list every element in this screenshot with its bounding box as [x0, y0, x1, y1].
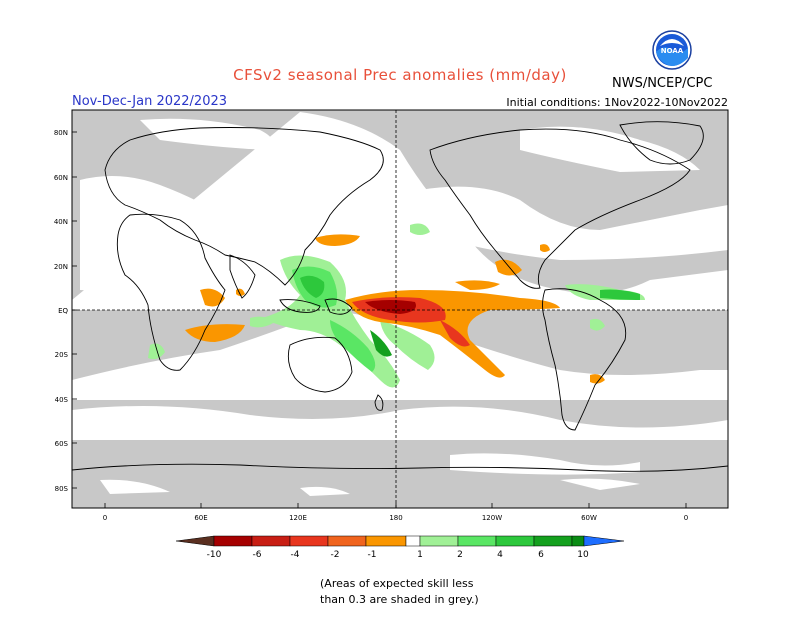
colorbar-box: [571, 535, 585, 547]
skillful-areas: [72, 112, 728, 496]
noaa-logo-icon: NOAA: [652, 30, 692, 70]
lon-label: 0: [684, 514, 688, 522]
lat-label: 80S: [55, 485, 69, 493]
colorbar-box: [533, 535, 573, 547]
map-frame: [71, 109, 729, 509]
lat-label: 20S: [55, 351, 69, 359]
logo-text: NOAA: [661, 47, 684, 55]
lat-label: EQ: [58, 307, 68, 315]
latitude-labels: 80N 60N 40N 20N EQ 20S 40S 60S 80S: [54, 129, 77, 493]
colorbar-box: [327, 535, 367, 547]
colorbar-box: [419, 535, 459, 547]
lon-label: 120W: [482, 514, 502, 522]
colorbar-box: [213, 535, 253, 547]
longitude-labels: 0 60E 120E 180 120W 60W 0: [103, 503, 688, 522]
lon-label: 60W: [581, 514, 597, 522]
colorbar-label: -1: [368, 550, 377, 560]
forecast-period: Nov-Dec-Jan 2022/2023: [72, 94, 228, 109]
lon-label: 0: [103, 514, 107, 522]
skill-note-line-2: than 0.3 are shaded in grey.): [320, 593, 479, 606]
lat-label: 40N: [54, 218, 68, 226]
colorbar-label: 2: [457, 550, 463, 560]
lat-label: 40S: [55, 396, 69, 404]
lon-label: 120E: [289, 514, 307, 522]
colorbar-box: [405, 535, 421, 547]
colorbar-label: 6: [538, 550, 544, 560]
colorbar-label: 10: [577, 550, 589, 560]
colorbar-arrow-right: [583, 535, 625, 547]
colorbar-box: [289, 535, 329, 547]
lon-label: 180: [389, 514, 402, 522]
colorbar-arrow-left: [175, 535, 215, 547]
initial-conditions: Initial conditions: 1Nov2022-10Nov2022: [506, 96, 728, 109]
wet-anomalies: [148, 223, 645, 388]
colorbar-label: 1: [417, 550, 423, 560]
colorbar-label: -6: [253, 550, 262, 560]
lat-label: 60N: [54, 174, 68, 182]
lat-label: 80N: [54, 129, 68, 137]
skill-note-line-1: (Areas of expected skill less: [320, 577, 474, 590]
colorbar: -10 -6 -4 -2 -1 1 2 4 6 10: [175, 535, 625, 560]
agency-label: NWS/NCEP/CPC: [612, 76, 713, 91]
colorbar-label: -4: [291, 550, 300, 560]
lon-label: 60E: [194, 514, 207, 522]
skill-note: (Areas of expected skill less than 0.3 a…: [320, 576, 560, 608]
colorbar-box: [365, 535, 407, 547]
map-title: CFSv2 seasonal Prec anomalies (mm/day): [233, 66, 567, 84]
colorbar-label: -10: [207, 550, 222, 560]
colorbar-box: [251, 535, 291, 547]
lat-label: 20N: [54, 263, 68, 271]
colorbar-label: 4: [497, 550, 503, 560]
lat-label: 60S: [55, 440, 69, 448]
colorbar-box: [495, 535, 535, 547]
colorbar-label: -2: [331, 550, 340, 560]
coastlines: [72, 121, 728, 472]
colorbar-box: [457, 535, 497, 547]
